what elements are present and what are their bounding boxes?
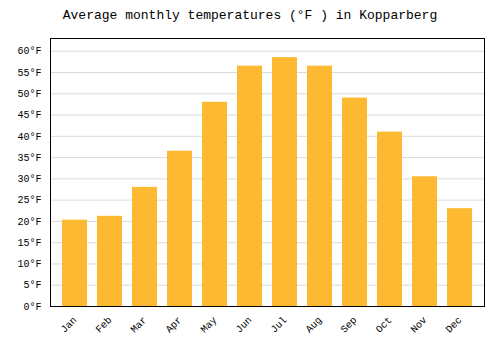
html-text:Average monthly temperatures (: Average monthly temperatures (°F ) in Ko… — [62, 8, 438, 23]
svg-text:5°F: 5°F — [23, 280, 41, 291]
svg-text:15°F: 15°F — [17, 238, 41, 249]
svg-text:Sep: Sep — [339, 315, 360, 336]
svg-text:55°F: 55°F — [17, 68, 41, 79]
svg-text:Jul: Jul — [269, 315, 290, 336]
svg-text:Apr: Apr — [164, 315, 185, 336]
svg-text:Jun: Jun — [234, 315, 255, 336]
svg-text:Nov: Nov — [409, 315, 430, 336]
svg-text:Dec: Dec — [444, 315, 465, 336]
svg-text:10°F: 10°F — [17, 259, 41, 270]
svg-text:45°F: 45°F — [17, 110, 41, 121]
svg-text:0°F: 0°F — [23, 302, 41, 313]
svg-text:30°F: 30°F — [17, 174, 41, 185]
svg-text:Oct: Oct — [374, 315, 395, 336]
svg-text:35°F: 35°F — [17, 153, 41, 164]
svg-text:Jan: Jan — [59, 315, 80, 336]
svg-text:Aug: Aug — [304, 315, 325, 336]
svg-text:Feb: Feb — [94, 315, 115, 336]
svg-text:40°F: 40°F — [17, 132, 41, 143]
svg-text:50°F: 50°F — [17, 89, 41, 100]
svg-text:25°F: 25°F — [17, 195, 41, 206]
svg-text:20°F: 20°F — [17, 217, 41, 228]
svg-text:May: May — [199, 315, 220, 336]
svg-text:Mar: Mar — [129, 315, 150, 336]
svg-text:60°F: 60°F — [17, 46, 41, 57]
